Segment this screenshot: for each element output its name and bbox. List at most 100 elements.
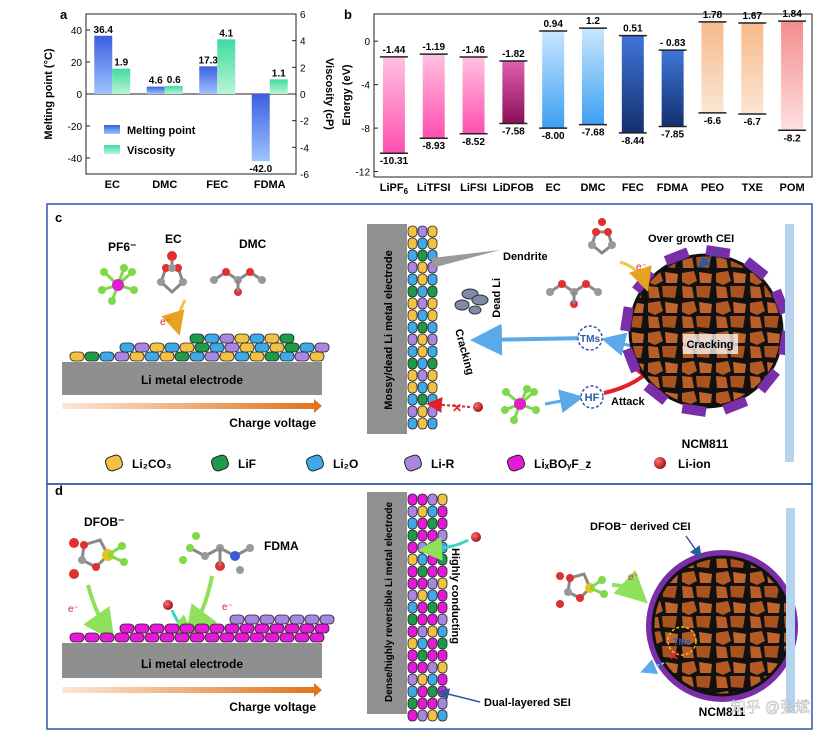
sei-grain: [437, 565, 448, 578]
lumo-label: 1.78: [703, 10, 723, 21]
cei-segment: [663, 247, 690, 266]
sei-grain: [69, 632, 85, 643]
x-tick-label-b: PEO: [701, 182, 725, 194]
sei-grain: [259, 614, 275, 625]
y-label-right-a: Viscosity (cP): [323, 58, 335, 130]
sei-grain: [294, 632, 310, 643]
sei-grain: [99, 351, 115, 362]
x-tick-label-main: TXE: [742, 182, 763, 194]
tick-label-left-a: 40: [71, 26, 83, 37]
homo-label: -10.31: [380, 156, 409, 167]
dense-electrode-label: Dense/highly reversible Li metal electro…: [384, 502, 395, 703]
sei-grain: [407, 589, 418, 602]
charge-voltage-arrowhead-d: [314, 683, 322, 697]
sei-grain: [417, 345, 428, 358]
sei-grain: [417, 709, 428, 722]
bar-melting-point: [94, 35, 113, 94]
panel-c-label: c: [55, 210, 62, 225]
sei-grain: [99, 632, 115, 643]
sei-grain: [407, 685, 418, 698]
cei-segment: [771, 288, 790, 315]
sei-grain: [284, 623, 300, 634]
sei-grain: [427, 405, 438, 418]
li-electrode-d: [62, 643, 322, 678]
panel-d: d DFOB⁻ FDMA e⁻ e⁻ Li metal electrode Ch…: [46, 483, 813, 730]
sei-grain: [407, 541, 418, 554]
sei-grain: [427, 505, 438, 518]
sei-grain: [114, 632, 130, 643]
sei-grain: [174, 351, 190, 362]
bars-a: EC 36.4 1.9 DMC 4.6 0.6 FEC 17.3 4.1 FDMA -42.0 1.1: [94, 25, 288, 191]
sei-grain: [437, 589, 448, 602]
pf6-molecule-icon: [98, 264, 138, 305]
bar-melting-point: [199, 66, 218, 94]
homo-label: -8.93: [422, 141, 445, 152]
x-tick-label-b: LiDFOB: [493, 182, 534, 194]
sei-grain: [407, 321, 418, 334]
sei-grain: [427, 613, 438, 626]
sei-grain: [407, 309, 418, 322]
cei-segment: [622, 347, 641, 374]
sei-grain: [407, 613, 418, 626]
lumo-label: 1.2: [586, 16, 600, 27]
sei-grain: [269, 623, 285, 634]
sei-grain: [159, 632, 175, 643]
sei-grain: [164, 342, 180, 353]
sei-grain: [407, 601, 418, 614]
overgrowth-pointer: [697, 247, 721, 269]
x-tick-label-main: LiDFOB: [493, 182, 534, 194]
x-tick-label-main: PEO: [701, 182, 725, 194]
sei-grain: [289, 614, 305, 625]
legend-icon-grain: [403, 454, 423, 472]
sei-grain: [407, 249, 418, 262]
sei-grain: [417, 685, 428, 698]
sei-grain: [417, 529, 428, 542]
sei-grain: [417, 405, 428, 418]
sei-grain: [417, 661, 428, 674]
sei-grain: [417, 393, 428, 406]
lumo-label: -1.19: [422, 42, 445, 53]
x-tick-label-b: FEC: [622, 182, 644, 194]
sei-grain: [417, 589, 428, 602]
x-tick-label-main: LiPF: [380, 182, 404, 194]
sei-grain: [417, 273, 428, 286]
sei-grain: [427, 333, 438, 346]
oxidation-arrow-d: [611, 569, 648, 604]
sei-grain: [194, 623, 210, 634]
sei-grain: [407, 345, 418, 358]
ncm811-particle-c: [628, 253, 784, 409]
data-label-melting: 4.6: [149, 76, 163, 87]
x-tick-label-b: EC: [546, 182, 561, 194]
sei-grain: [427, 601, 438, 614]
sei-grain: [427, 381, 438, 394]
reduction-arrow-dfob: [83, 584, 115, 642]
sei-grain: [437, 505, 448, 518]
sei-grain: [299, 623, 315, 634]
legend-icon-grain: [210, 454, 230, 472]
homo-label: -8.44: [621, 136, 644, 147]
tms-blocked-arrow-d: [640, 659, 665, 674]
sei-grain: [417, 601, 428, 614]
bar-energy-gap: [701, 21, 724, 113]
bars-b: -1.44 -10.31 LiPF6 -1.19 -8.93 LiTFSI -1.46 -8.…: [380, 9, 807, 196]
legend-label-viscosity: Viscosity: [127, 145, 176, 157]
sei-grain: [427, 309, 438, 322]
sei-grain: [417, 369, 428, 382]
li-electrode-c: [62, 362, 322, 395]
sei-grain: [427, 649, 438, 662]
sei-grain: [249, 333, 265, 344]
sei-grain: [417, 333, 428, 346]
sei-grain: [417, 625, 428, 638]
sei-grain: [417, 697, 428, 710]
bar-energy-gap: [462, 57, 485, 134]
dfob-molecule-icon: [69, 538, 128, 579]
x-tick-label-main: LiFSI: [460, 182, 487, 194]
sei-grain: [264, 632, 280, 643]
tick-label-right-a: -2: [300, 117, 309, 128]
dense-sei-grains: [407, 493, 448, 722]
sei-grain: [224, 342, 240, 353]
sei-grain: [407, 553, 418, 566]
sei-grain: [437, 553, 448, 566]
sei-grain: [417, 381, 428, 394]
